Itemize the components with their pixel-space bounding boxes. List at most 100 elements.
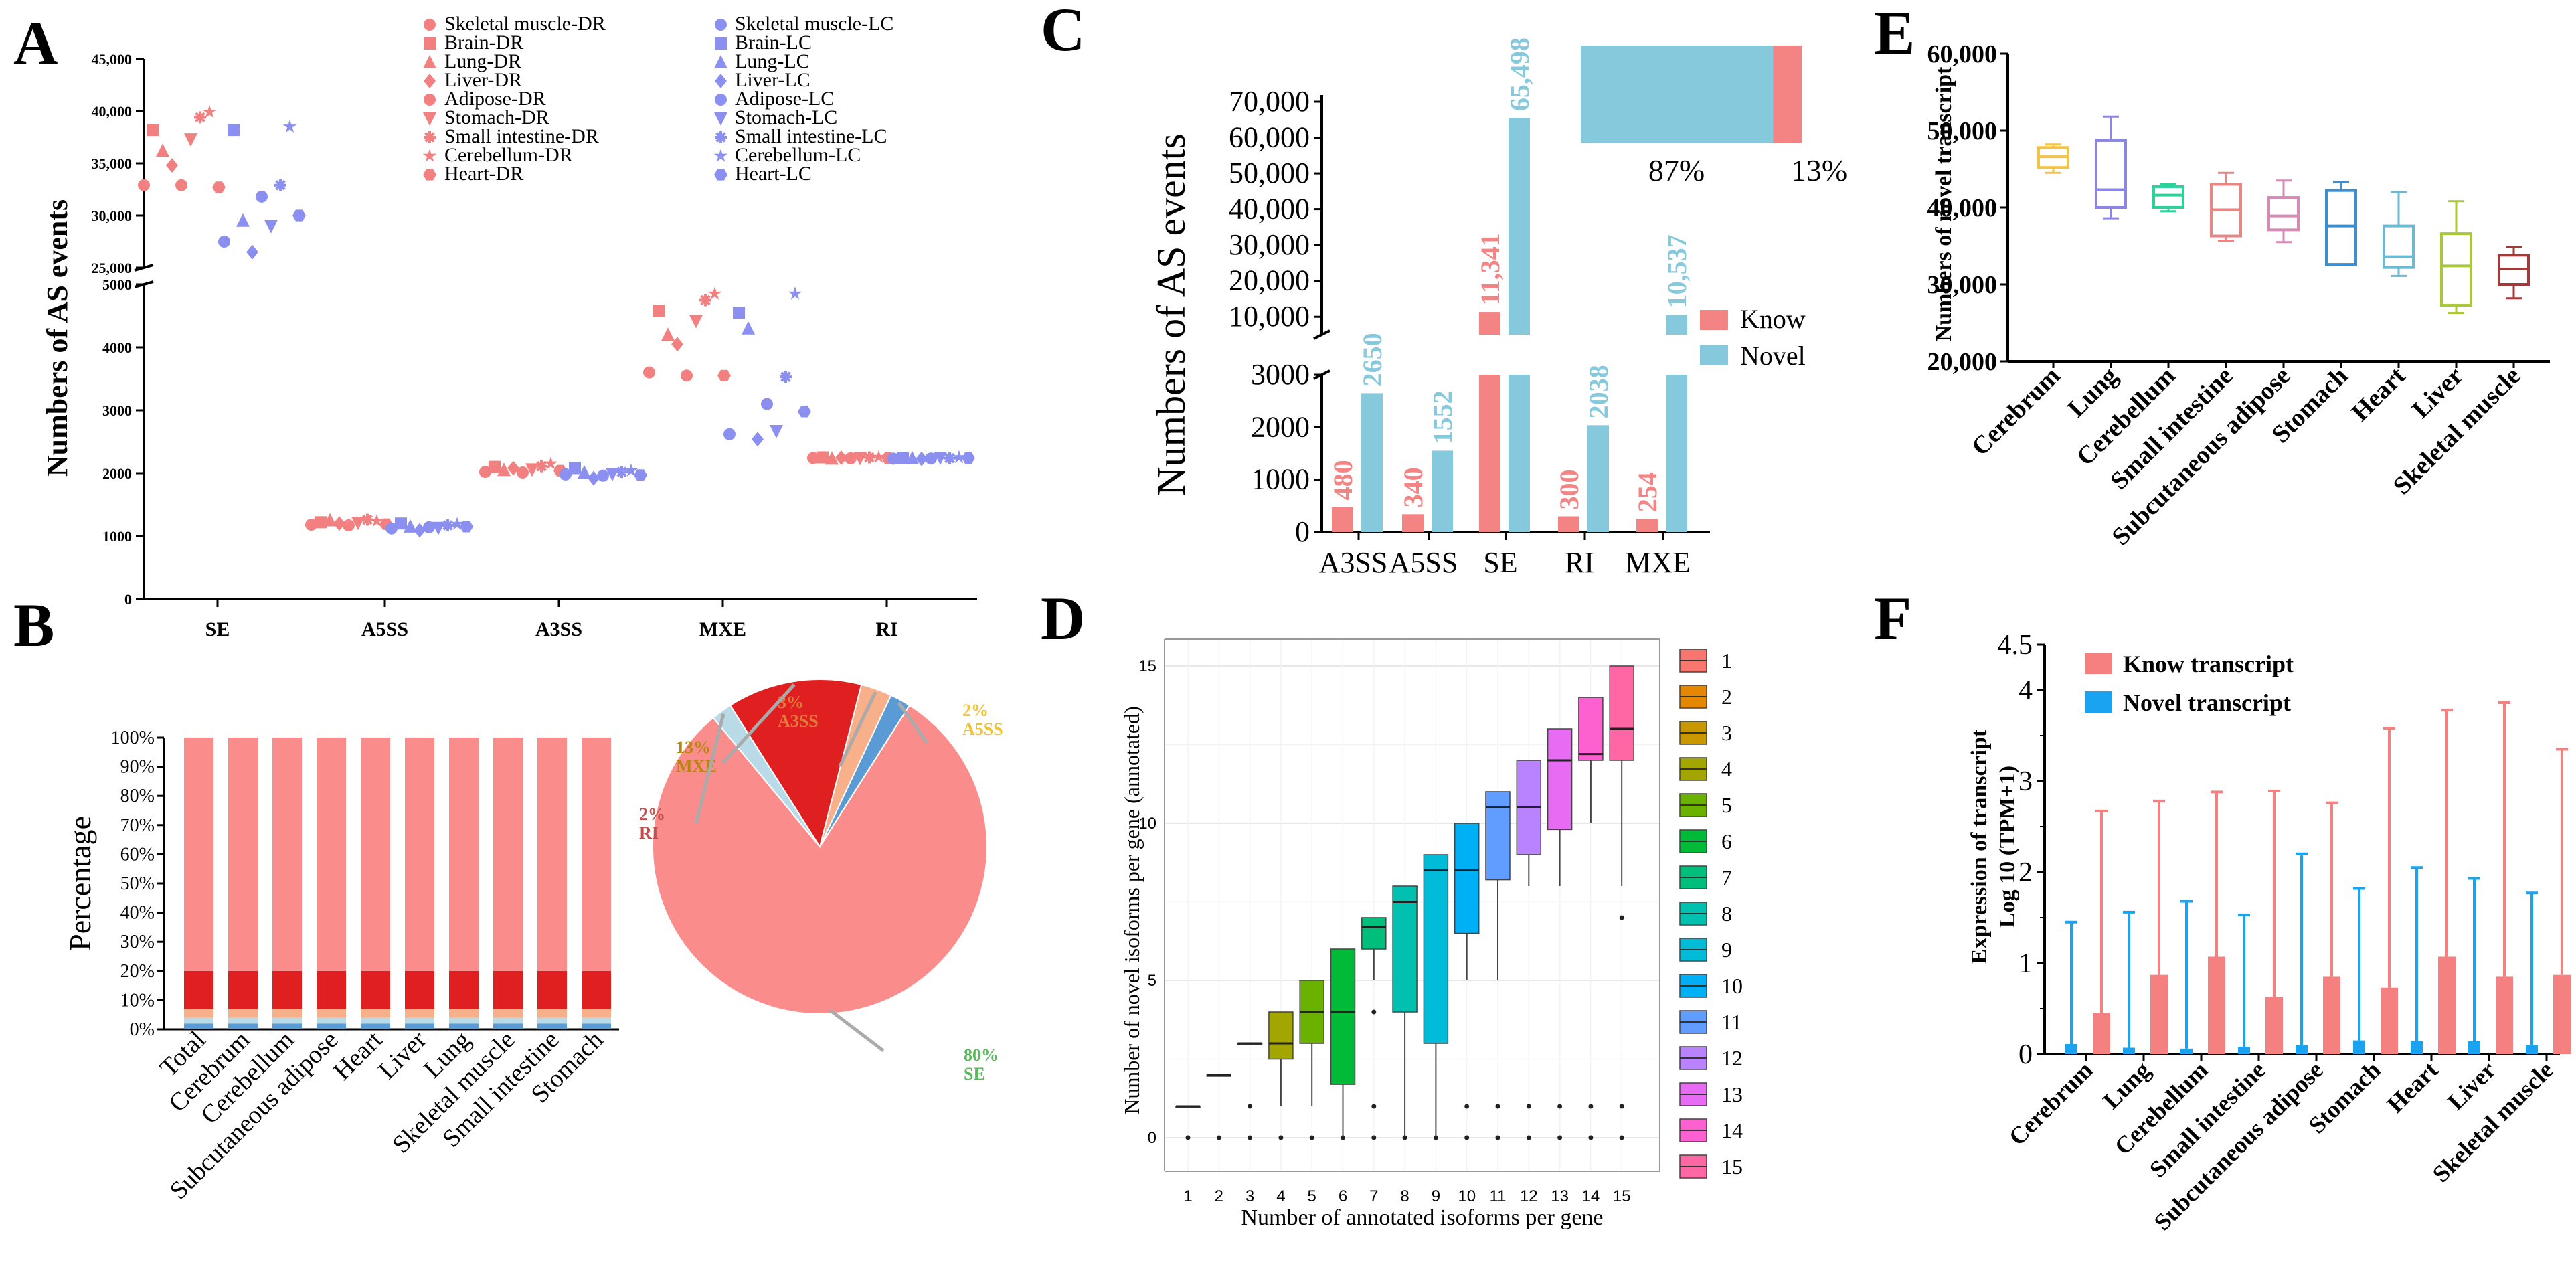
y-axis-title: Numbers of novel transcript	[1931, 66, 1956, 341]
stacked-bar-segment	[493, 738, 523, 971]
legend-label: 10	[1721, 974, 1743, 998]
legend-item-lc: Liver-LC	[735, 69, 810, 91]
outlier-point	[1248, 1104, 1253, 1109]
scatter-point	[788, 286, 802, 300]
scatter-point	[962, 452, 975, 464]
pie-label-pct: 13%	[676, 738, 711, 757]
scatter-point	[424, 94, 436, 106]
asterisk-stroke	[700, 294, 711, 306]
scatter-point	[952, 450, 966, 464]
panel-label-c: C	[1041, 0, 1085, 64]
scatter-point	[202, 104, 217, 118]
stacked-bar-segment	[272, 1023, 302, 1029]
scatter-point	[578, 465, 591, 479]
asterisk-stroke	[616, 466, 627, 477]
scatter-point	[717, 369, 731, 381]
inset-bar-novel	[1581, 46, 1774, 143]
scatter-point	[497, 462, 511, 477]
stacked-bar-segment	[272, 738, 302, 971]
stacked-bar-segment	[228, 1009, 258, 1018]
y-tick-label: 0	[124, 591, 132, 608]
legend-label: 3	[1721, 721, 1732, 745]
asterisk-stroke	[362, 514, 373, 525]
y-tick-label: 0%	[130, 1019, 155, 1040]
y-tick-label: 15	[1138, 657, 1156, 675]
y-tick-label: 0	[2019, 1039, 2033, 1070]
y-tick-label: 10	[1138, 815, 1156, 833]
bar-value-label-novel: 1552	[1428, 390, 1458, 444]
y-axis-title: Percentage	[63, 816, 97, 951]
bar-know	[2323, 976, 2340, 1054]
x-tick-label: Heart	[2382, 1056, 2443, 1118]
scatter-point	[282, 119, 297, 133]
x-tick-label: Liver	[373, 1025, 432, 1084]
scatter-point	[661, 327, 675, 341]
box	[1392, 885, 1418, 1013]
stacked-bar-segment	[493, 1009, 523, 1018]
bar-know	[2381, 987, 2398, 1054]
outlier-point	[1371, 1009, 1377, 1015]
legend-label: 13	[1721, 1082, 1743, 1106]
x-axis-title: Number of annotated isoforms per gene	[1241, 1205, 1604, 1230]
asterisk-stroke	[442, 520, 453, 531]
y-tick-label: 40,000	[92, 103, 133, 120]
legend-item-dr: Small intestine-DR	[444, 125, 599, 147]
x-tick-label: SE	[1483, 546, 1517, 579]
y-tick-label: 60%	[120, 844, 155, 865]
scatter-point	[714, 169, 727, 181]
y-axis-title-line1: Expression of transcript	[1967, 729, 1992, 964]
legend-label: 4	[1721, 757, 1732, 781]
box	[1578, 697, 1604, 761]
stacked-bar-segment	[361, 970, 390, 1009]
outlier-point	[1557, 1104, 1563, 1109]
bar-know	[2553, 974, 2571, 1054]
box	[1547, 728, 1573, 831]
pie-leader-line	[829, 1009, 885, 1052]
legend-item-dr: Cerebellum-DR	[444, 144, 573, 166]
y-tick-label: 3000	[102, 402, 132, 419]
y-tick-label: 3	[2019, 766, 2033, 797]
legend-item-lc: Brain-LC	[735, 31, 812, 54]
outlier-point	[1185, 1135, 1191, 1140]
stacked-bar-segment	[317, 1023, 346, 1029]
scatter-point	[699, 294, 711, 307]
scatter-point	[733, 307, 745, 319]
bar-value-label-novel: 2650	[1357, 333, 1387, 386]
legend-swatch-know	[1700, 310, 1728, 330]
asterisk-stroke	[780, 371, 791, 382]
bar	[1479, 375, 1500, 532]
x-tick-label: SE	[205, 618, 230, 640]
bar	[1509, 375, 1530, 532]
scatter-point	[543, 456, 558, 470]
scatter-point	[218, 236, 230, 248]
scatter-point	[713, 149, 728, 162]
stacked-bar-segment	[405, 1023, 434, 1029]
legend-item-lc: Heart-LC	[735, 163, 812, 185]
y-tick-label: 70,000	[1229, 85, 1310, 118]
bar	[1479, 312, 1500, 335]
legend-label: 9	[1721, 938, 1732, 962]
scatter-point	[715, 37, 727, 50]
x-tick-label: 15	[1613, 1187, 1631, 1205]
scatter-point	[423, 112, 436, 126]
scatter-point	[863, 451, 875, 464]
scatter-point	[714, 112, 727, 126]
outlier-point	[1464, 1104, 1470, 1109]
bar-value-label-know: 300	[1554, 470, 1584, 510]
stacked-bar-segment	[582, 738, 611, 971]
y-tick-label: 5	[1148, 972, 1156, 990]
x-tick-label: 11	[1490, 1187, 1507, 1205]
scatter-point	[560, 468, 572, 481]
scatter-point	[147, 124, 159, 137]
y-tick-label: 45,000	[92, 51, 133, 68]
outlier-point	[1619, 1104, 1624, 1109]
bar	[1666, 315, 1687, 335]
pie-label-pct: 80%	[964, 1045, 999, 1065]
scatter-point	[916, 451, 928, 466]
pie-leader-line	[838, 691, 877, 768]
stacked-bar-segment	[361, 1009, 390, 1018]
inset-bar-know	[1773, 46, 1802, 143]
inset-label-know: 13%	[1791, 153, 1847, 187]
